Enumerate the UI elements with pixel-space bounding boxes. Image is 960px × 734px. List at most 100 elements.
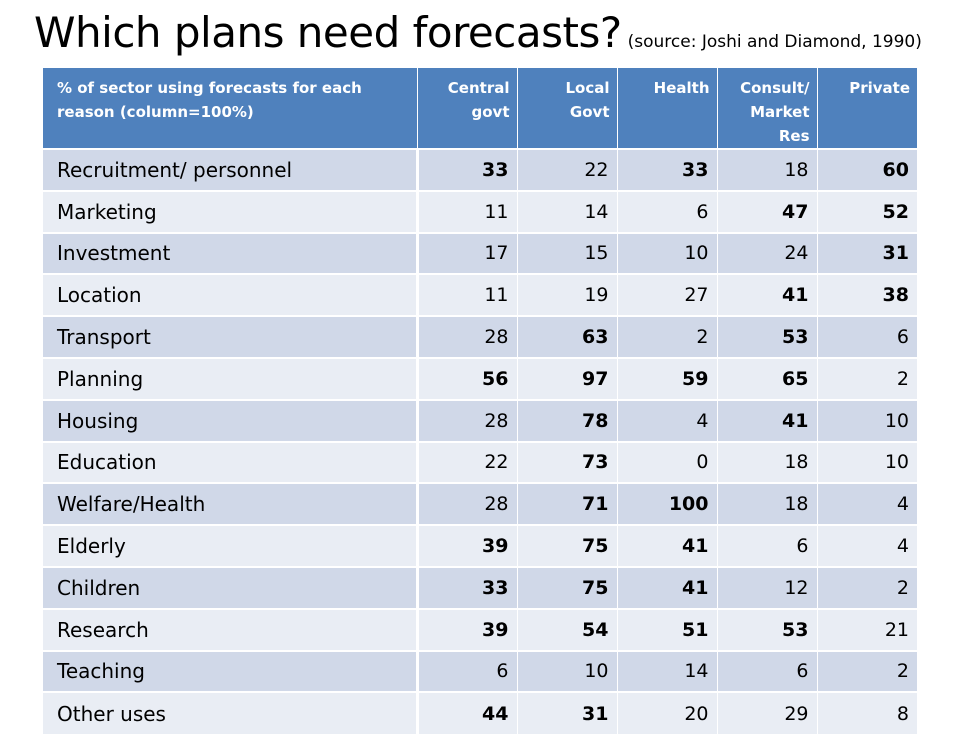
cell-local-govt: 19 bbox=[517, 273, 618, 317]
row-label: Welfare/Health bbox=[43, 482, 419, 526]
cell-local-govt: 31 bbox=[517, 691, 618, 734]
header-consult-market-res: Consult/ Market Res bbox=[717, 68, 818, 149]
cell-consult-market-res: 65 bbox=[717, 356, 818, 400]
table-row: Marketing 11 14 6 47 52 bbox=[43, 189, 917, 233]
table-row: Education 22 73 0 18 10 bbox=[43, 440, 917, 484]
cell-central-govt: 11 bbox=[417, 189, 518, 233]
header-central-govt: Central govt bbox=[417, 68, 518, 149]
cell-health: 41 bbox=[617, 524, 718, 567]
cell-private: 21 bbox=[817, 607, 917, 651]
row-label: Housing bbox=[43, 398, 419, 442]
cell-health: 51 bbox=[617, 607, 718, 651]
table-row: Transport 28 63 2 53 6 bbox=[43, 315, 917, 358]
cell-central-govt: 22 bbox=[417, 440, 518, 484]
row-label: Other uses bbox=[43, 691, 419, 734]
row-label: Marketing bbox=[43, 189, 419, 233]
cell-local-govt: 63 bbox=[517, 315, 618, 358]
cell-central-govt: 6 bbox=[417, 649, 518, 693]
cell-local-govt: 71 bbox=[517, 482, 618, 526]
row-label: Elderly bbox=[43, 524, 419, 567]
cell-consult-market-res: 6 bbox=[717, 524, 818, 567]
cell-health: 10 bbox=[617, 231, 718, 275]
cell-private: 4 bbox=[817, 482, 917, 526]
cell-health: 14 bbox=[617, 649, 718, 693]
table-row: Recruitment/ personnel 33 22 33 18 60 bbox=[43, 148, 917, 191]
row-label: Research bbox=[43, 607, 419, 651]
table-row: Housing 28 78 4 41 10 bbox=[43, 398, 917, 442]
row-label: Teaching bbox=[43, 649, 419, 693]
cell-local-govt: 75 bbox=[517, 565, 618, 609]
cell-central-govt: 28 bbox=[417, 482, 518, 526]
cell-consult-market-res: 18 bbox=[717, 148, 818, 191]
table-row: Elderly 39 75 41 6 4 bbox=[43, 524, 917, 567]
cell-consult-market-res: 24 bbox=[717, 231, 818, 275]
cell-private: 10 bbox=[817, 398, 917, 442]
cell-central-govt: 39 bbox=[417, 607, 518, 651]
table-row: Investment 17 15 10 24 31 bbox=[43, 231, 917, 275]
cell-health: 2 bbox=[617, 315, 718, 358]
cell-private: 8 bbox=[817, 691, 917, 734]
row-label: Location bbox=[43, 273, 419, 317]
row-label: Recruitment/ personnel bbox=[43, 148, 419, 191]
cell-local-govt: 14 bbox=[517, 189, 618, 233]
cell-central-govt: 28 bbox=[417, 315, 518, 358]
cell-consult-market-res: 12 bbox=[717, 565, 818, 609]
cell-local-govt: 54 bbox=[517, 607, 618, 651]
row-label: Investment bbox=[43, 231, 419, 275]
cell-health: 33 bbox=[617, 148, 718, 191]
cell-private: 52 bbox=[817, 189, 917, 233]
cell-central-govt: 33 bbox=[417, 565, 518, 609]
cell-consult-market-res: 18 bbox=[717, 482, 818, 526]
header-row: % of sector using forecasts for each rea… bbox=[43, 68, 917, 149]
slide-title: Which plans need forecasts? (source: Josh… bbox=[34, 8, 922, 57]
cell-health: 41 bbox=[617, 565, 718, 609]
cell-consult-market-res: 53 bbox=[717, 607, 818, 651]
cell-consult-market-res: 41 bbox=[717, 273, 818, 317]
table-body: Recruitment/ personnel 33 22 33 18 60 Marketin… bbox=[43, 148, 917, 734]
cell-consult-market-res: 41 bbox=[717, 398, 818, 442]
cell-health: 59 bbox=[617, 356, 718, 400]
cell-private: 2 bbox=[817, 649, 917, 693]
title-source: (source: Joshi and Diamond, 1990) bbox=[627, 32, 922, 52]
row-label: Planning bbox=[43, 356, 419, 400]
table-row: Welfare/Health 28 71 100 18 4 bbox=[43, 482, 917, 526]
header-reason: % of sector using forecasts for each rea… bbox=[43, 68, 418, 149]
table-row: Other uses 44 31 20 29 8 bbox=[43, 691, 917, 734]
table-header: % of sector using forecasts for each rea… bbox=[43, 68, 917, 149]
cell-private: 31 bbox=[817, 231, 917, 275]
cell-private: 6 bbox=[817, 315, 917, 358]
cell-local-govt: 78 bbox=[517, 398, 618, 442]
cell-private: 2 bbox=[817, 565, 917, 609]
forecast-table: % of sector using forecasts for each rea… bbox=[43, 68, 917, 734]
cell-health: 0 bbox=[617, 440, 718, 484]
cell-central-govt: 33 bbox=[417, 148, 518, 191]
cell-consult-market-res: 6 bbox=[717, 649, 818, 693]
cell-private: 10 bbox=[817, 440, 917, 484]
table-row: Children 33 75 41 12 2 bbox=[43, 565, 917, 609]
cell-health: 20 bbox=[617, 691, 718, 734]
cell-central-govt: 11 bbox=[417, 273, 518, 317]
row-label: Transport bbox=[43, 315, 419, 358]
cell-private: 2 bbox=[817, 356, 917, 400]
table-row: Research 39 54 51 53 21 bbox=[43, 607, 917, 651]
cell-consult-market-res: 18 bbox=[717, 440, 818, 484]
cell-health: 6 bbox=[617, 189, 718, 233]
cell-local-govt: 10 bbox=[517, 649, 618, 693]
cell-health: 4 bbox=[617, 398, 718, 442]
cell-local-govt: 73 bbox=[517, 440, 618, 484]
cell-health: 100 bbox=[617, 482, 718, 526]
cell-central-govt: 56 bbox=[417, 356, 518, 400]
cell-health: 27 bbox=[617, 273, 718, 317]
cell-local-govt: 97 bbox=[517, 356, 618, 400]
cell-private: 38 bbox=[817, 273, 917, 317]
cell-central-govt: 44 bbox=[417, 691, 518, 734]
header-health: Health bbox=[617, 68, 718, 149]
header-private: Private bbox=[817, 68, 917, 149]
table-row: Teaching 6 10 14 6 2 bbox=[43, 649, 917, 693]
cell-consult-market-res: 29 bbox=[717, 691, 818, 734]
cell-central-govt: 17 bbox=[417, 231, 518, 275]
cell-private: 60 bbox=[817, 148, 917, 191]
row-label: Children bbox=[43, 565, 419, 609]
row-label: Education bbox=[43, 440, 419, 484]
cell-consult-market-res: 53 bbox=[717, 315, 818, 358]
